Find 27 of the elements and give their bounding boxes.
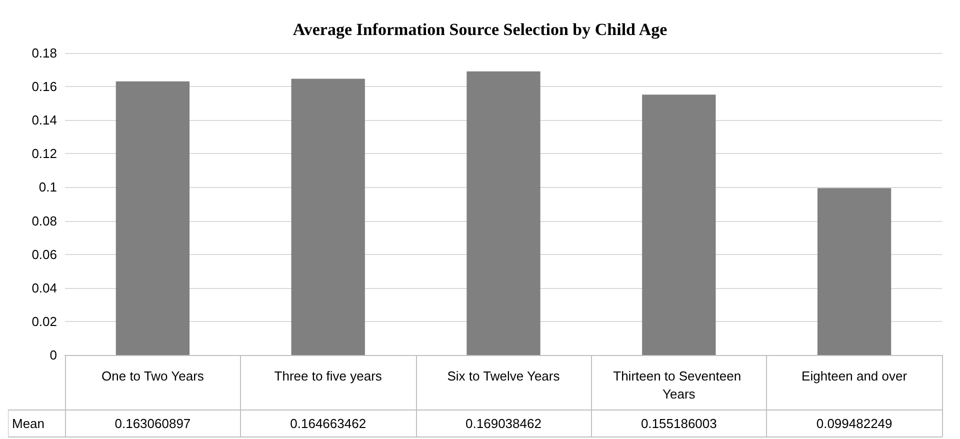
chart-title: Average Information Source Selection by Child Age <box>292 20 668 39</box>
x-tick-label: Thirteen to Seventeen Years <box>613 368 745 402</box>
y-tick-label: 0.02 <box>32 314 57 329</box>
x-tick-label: Three to five years <box>274 368 382 384</box>
data-label: 0.164663462 <box>290 416 366 431</box>
y-tick-label: 0.04 <box>32 280 57 296</box>
y-tick-label: 0.18 <box>32 46 57 60</box>
y-tick-label: 0.06 <box>32 246 57 262</box>
x-tick-label: One to Two Years <box>102 368 204 384</box>
x-tick-label: Six to Twelve Years <box>447 368 560 384</box>
data-label: 0.169038462 <box>466 416 542 431</box>
data-label: 0.099482249 <box>816 416 892 431</box>
y-tick-label: 0.14 <box>32 112 57 128</box>
bar <box>466 71 540 355</box>
bar <box>817 188 892 355</box>
x-tick-label: Eighteen and over <box>802 368 908 384</box>
y-tick-label: 0.16 <box>32 79 57 94</box>
y-tick-label: 0.12 <box>32 146 57 162</box>
y-tick-label: 0 <box>50 348 57 362</box>
data-label: 0.163060897 <box>114 416 191 431</box>
y-tick-label: 0.1 <box>38 180 57 195</box>
text: Mean <box>12 416 45 431</box>
bar <box>642 94 716 355</box>
bar <box>291 78 365 355</box>
data-label: 0.155186003 <box>640 416 717 431</box>
bar <box>116 81 190 355</box>
y-tick-label: 0.08 <box>32 213 57 228</box>
